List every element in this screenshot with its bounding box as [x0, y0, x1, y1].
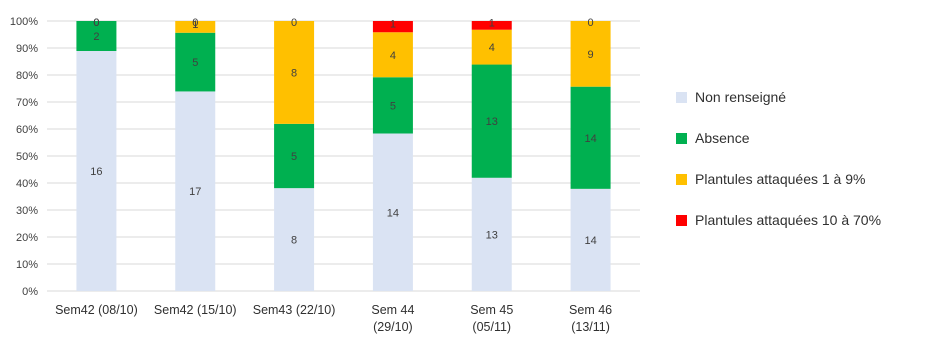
data-label: 14	[584, 235, 596, 247]
data-label: 4	[489, 42, 495, 54]
x-tick-label-line: Sem 44	[371, 303, 414, 317]
bar-segment	[471, 29, 512, 65]
data-label: 14	[387, 207, 399, 219]
y-tick-label: 80%	[16, 70, 38, 82]
y-tick-label: 10%	[16, 259, 38, 271]
data-label: 0	[93, 17, 99, 29]
data-label: 2	[93, 31, 99, 43]
x-tick-label-line: Sem42 (08/10)	[55, 303, 138, 317]
x-tick-label: Sem42 (08/10)	[55, 303, 138, 317]
bar-segment	[372, 32, 413, 78]
data-label: 4	[390, 50, 396, 62]
data-label: 0	[93, 17, 99, 29]
x-tick-label-line: (29/10)	[373, 320, 413, 334]
data-label: 8	[291, 67, 297, 79]
data-label: 0	[588, 17, 594, 29]
data-label: 1	[390, 19, 396, 31]
data-label: 13	[486, 116, 498, 128]
y-tick-label: 50%	[16, 151, 38, 163]
bar-segment	[274, 188, 315, 291]
bar-segment	[175, 21, 216, 33]
y-tick-label: 30%	[16, 205, 38, 217]
x-tick-label-line: Sem 46	[569, 303, 612, 317]
legend-label: Non renseigné	[695, 89, 787, 105]
bar-segment	[570, 86, 611, 189]
bar-segment	[274, 123, 315, 189]
bar-segment	[471, 21, 512, 30]
legend-item: Plantules attaquées 10 à 70%	[676, 210, 881, 230]
y-tick-label: 20%	[16, 232, 38, 244]
bar-segment	[76, 51, 117, 291]
data-label: 0	[291, 17, 297, 29]
x-tick-label: Sem 45 (05/11)	[470, 303, 513, 334]
legend-label: Absence	[695, 130, 750, 146]
x-tick-label-line: Sem43 (22/10)	[253, 303, 336, 317]
data-label: 0	[192, 17, 198, 29]
legend-item: Plantules attaquées 1 à 9%	[676, 169, 865, 189]
data-label: 5	[291, 151, 297, 163]
data-label: 5	[192, 57, 198, 69]
x-tick-label: Sem 46 (13/11)	[569, 303, 612, 334]
bar-segment	[372, 77, 413, 134]
bar-segment	[471, 64, 512, 178]
x-tick-label: Sem42 (15/10)	[154, 303, 237, 317]
bar-segment	[372, 133, 413, 291]
legend-swatch	[676, 91, 687, 103]
bar-segment	[372, 21, 413, 33]
y-tick-label: 40%	[16, 178, 38, 190]
bar-segment	[175, 91, 216, 291]
stacked-bar-chart: 0% 10% 20% 30% 40% 50% 60% 70% 80% 90% 100% 16 2 0 0 Se…	[10, 16, 640, 334]
data-label: 13	[486, 229, 498, 241]
x-tick-label-line: Sem 45	[470, 303, 513, 317]
data-label: 17	[189, 186, 201, 198]
x-tick-label-line: (13/11)	[571, 320, 610, 334]
y-tick-label: 100%	[10, 16, 38, 28]
data-label: 1	[192, 19, 198, 31]
bar-segment	[570, 188, 611, 291]
y-tick-label: 0%	[22, 286, 38, 298]
y-tick-label: 90%	[16, 43, 38, 55]
bar-segment	[570, 21, 611, 87]
x-tick-label-line: Sem42 (15/10)	[154, 303, 237, 317]
x-tick-label: Sem 44 (29/10)	[371, 303, 414, 334]
bar-segment	[76, 21, 117, 51]
legend-item: Non renseigné	[676, 87, 786, 107]
data-label: 8	[291, 235, 297, 247]
bar-segment	[471, 177, 512, 291]
data-label: 1	[489, 17, 495, 29]
y-tick-label: 60%	[16, 124, 38, 136]
legend-item: Absence	[676, 128, 749, 148]
data-label: 9	[588, 49, 594, 61]
data-label: 16	[90, 166, 102, 178]
legend-swatch	[676, 132, 687, 144]
legend-swatch	[676, 214, 687, 226]
legend: Non renseigné Absence Plantules attaquées …	[676, 0, 944, 338]
bar-segment	[175, 32, 216, 92]
legend-label: Plantules attaquées 10 à 70%	[695, 212, 882, 228]
legend-swatch	[676, 173, 687, 185]
data-label: 14	[584, 133, 596, 145]
x-tick-label-line: (05/11)	[472, 320, 511, 334]
data-label: 5	[390, 100, 396, 112]
x-tick-label: Sem43 (22/10)	[253, 303, 336, 317]
legend-label: Plantules attaquées 1 à 9%	[695, 171, 866, 187]
y-tick-label: 70%	[16, 97, 38, 109]
bar-segment	[274, 21, 315, 124]
